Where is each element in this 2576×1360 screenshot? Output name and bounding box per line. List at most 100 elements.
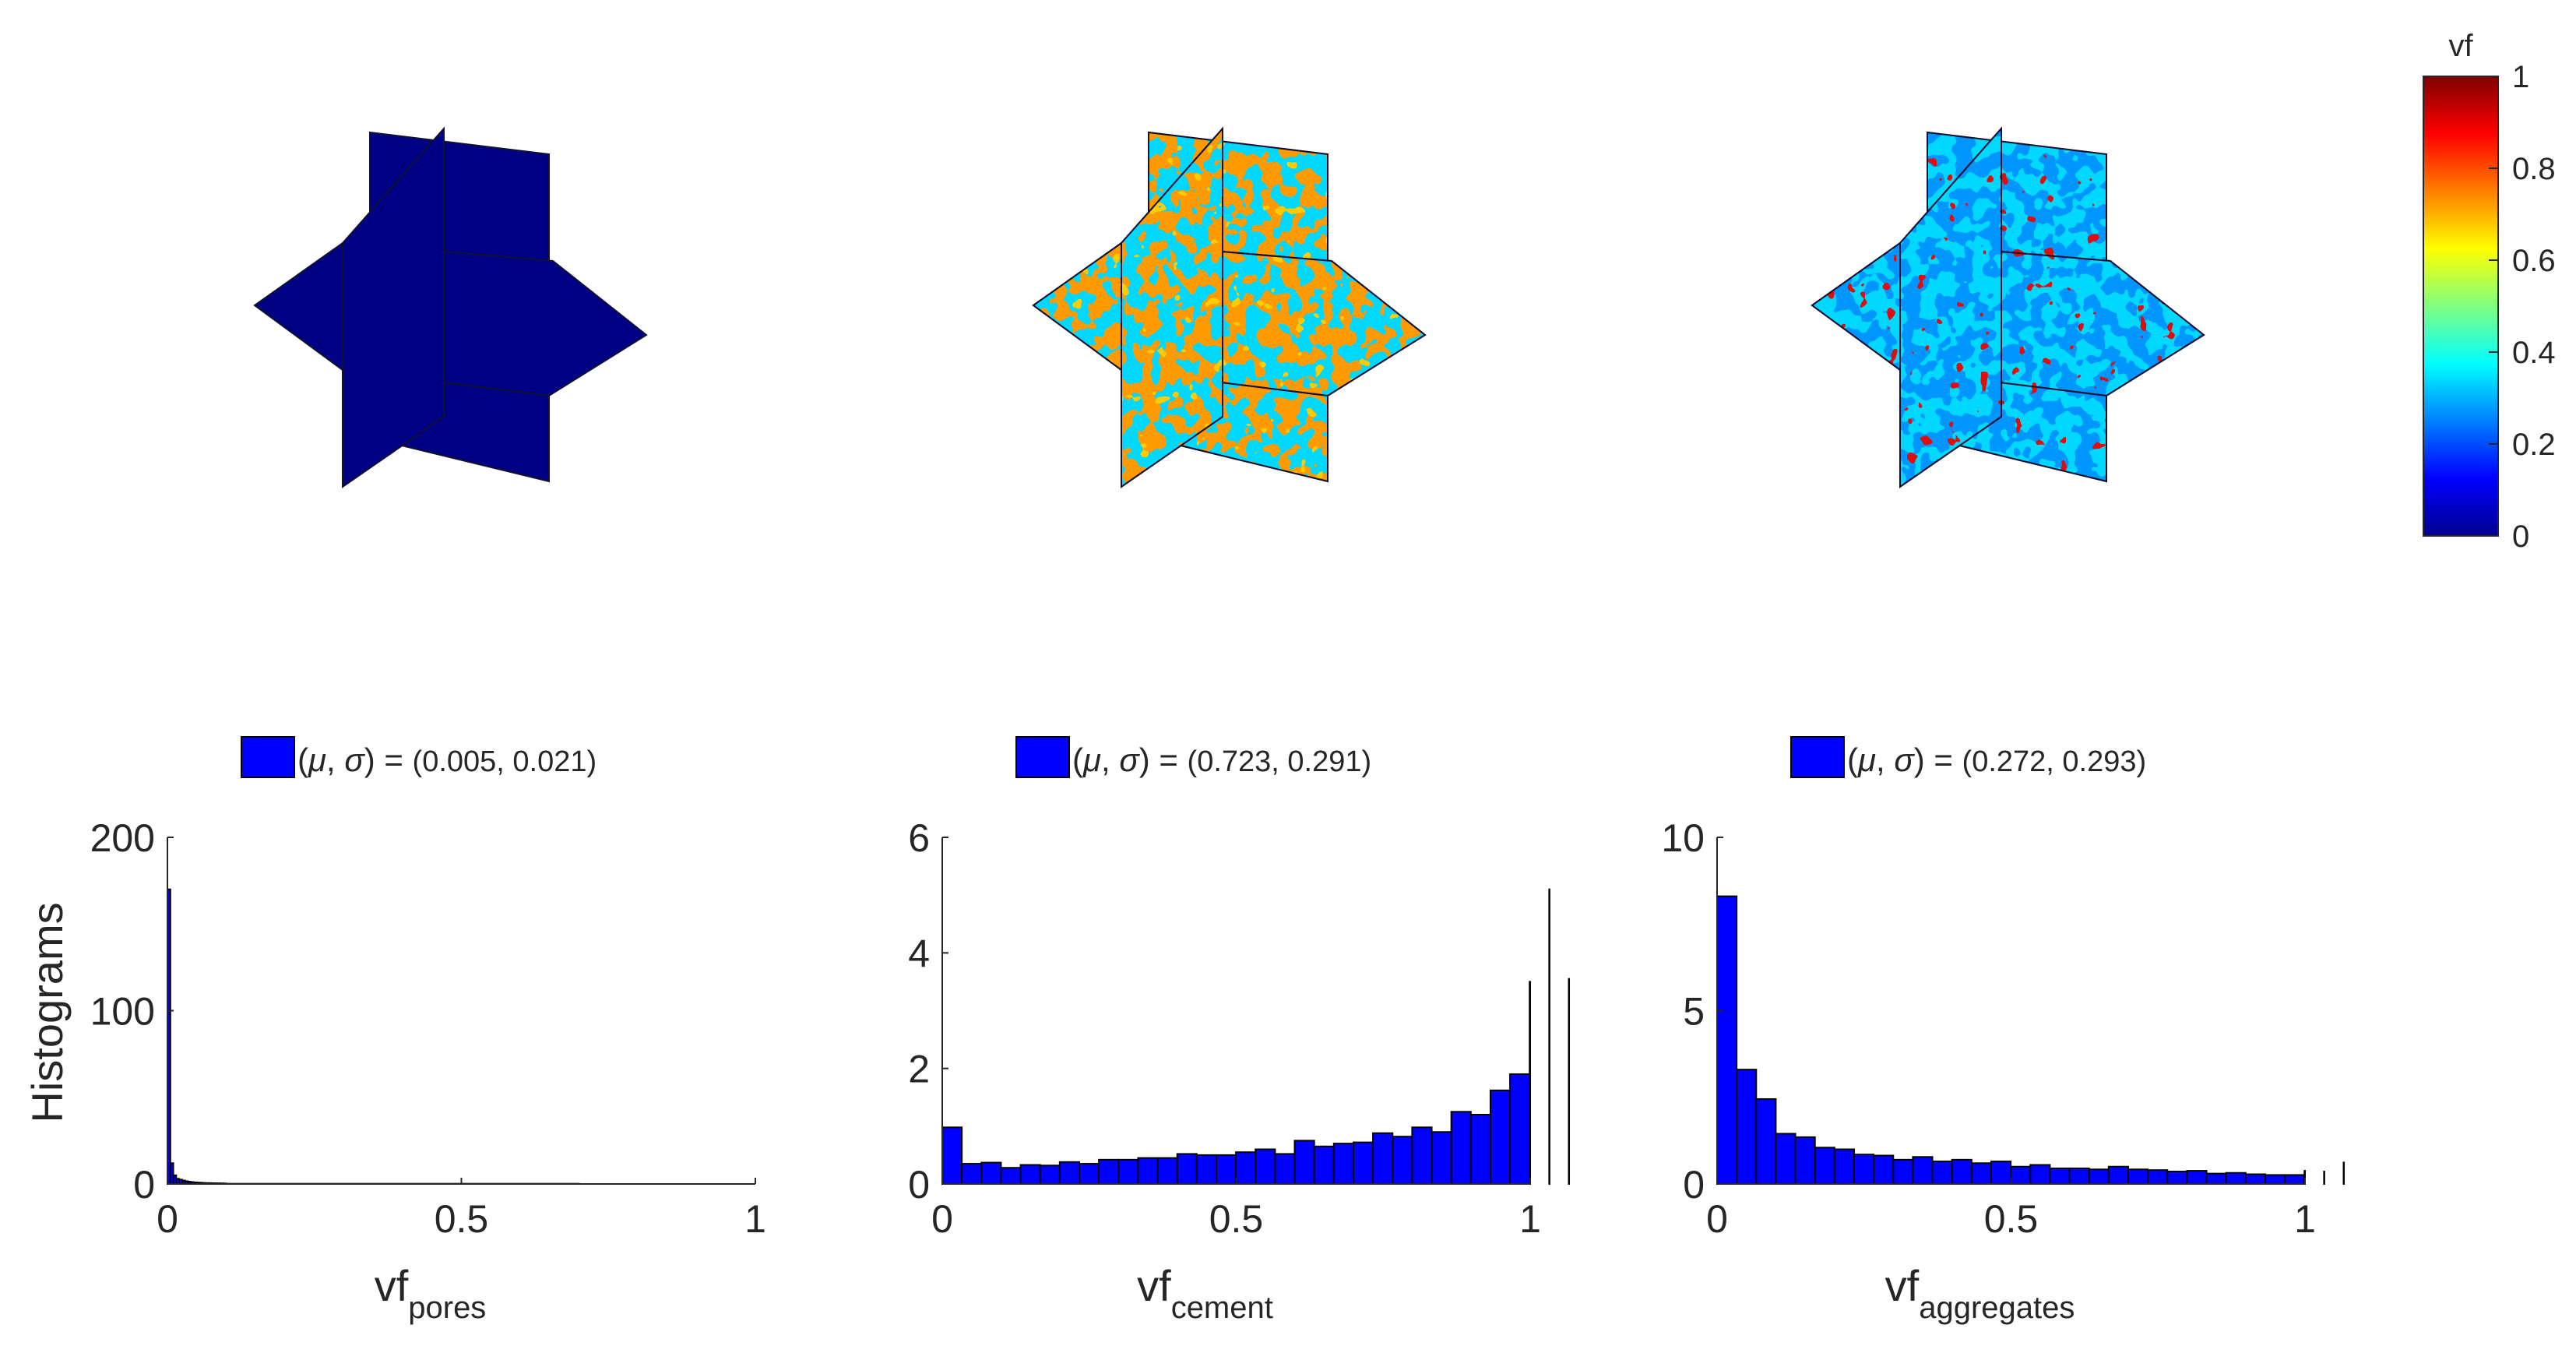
histogram-bar xyxy=(1255,1148,1276,1185)
histogram-bar xyxy=(1548,888,1550,1185)
histogram-bar xyxy=(1058,1161,1080,1185)
histogram-bar xyxy=(1450,1111,1472,1185)
histogram-bar xyxy=(1951,1158,1972,1185)
x-axis-label: vfpores xyxy=(375,1261,487,1325)
histogram-bar xyxy=(1469,1114,1491,1185)
histogram-bar xyxy=(1755,1098,1777,1185)
x-axis-label: vfcement xyxy=(1137,1261,1273,1325)
histogram-bar xyxy=(1098,1158,1120,1185)
y-tick-label: 0 xyxy=(908,1163,930,1207)
histogram-bar xyxy=(1411,1126,1433,1185)
x-tick-label: 0.5 xyxy=(435,1197,489,1241)
y-axis-label: Histograms xyxy=(23,902,72,1122)
colorbar-tick-label: 0.2 xyxy=(2512,428,2556,462)
histogram-bar xyxy=(2264,1174,2286,1186)
histogram-bar xyxy=(1912,1156,1934,1186)
slice-plane xyxy=(342,126,445,488)
colorbar-tick-label: 0 xyxy=(2512,520,2529,554)
legend: (μ, σ) = (0.272, 0.293) xyxy=(1790,736,2146,778)
y-tick-label: 2 xyxy=(908,1048,930,1091)
histogram-bar xyxy=(1892,1158,1914,1185)
colorbar-ticks: 0 0.2 0.4 0.6 0.8 1 xyxy=(2489,60,2556,554)
y-tick-label: 0 xyxy=(133,1163,155,1207)
histogram-bar xyxy=(2107,1165,2129,1185)
x-axis-label: vfaggregates xyxy=(1885,1261,2075,1325)
histogram-bar xyxy=(1509,1073,1531,1186)
histogram-bar xyxy=(2147,1169,2169,1185)
x-tick-label: 1 xyxy=(744,1197,766,1241)
histogram-bar xyxy=(1833,1148,1855,1185)
y-tick-label: 4 xyxy=(908,932,930,975)
histogram-bar xyxy=(1156,1157,1178,1185)
histogram-bar xyxy=(1000,1167,1022,1185)
slice-volumes xyxy=(253,126,2205,488)
histogram-bar xyxy=(1568,978,1571,1186)
colorbar-tick-label: 0.4 xyxy=(2512,336,2556,370)
histogram-bar xyxy=(1235,1151,1257,1186)
histogram-bar xyxy=(2284,1174,2306,1186)
histogram-bar xyxy=(1814,1147,1835,1186)
legend-swatch xyxy=(241,736,295,778)
histogram-bar xyxy=(1736,1069,1758,1186)
x-tick-label: 1 xyxy=(1519,1197,1541,1241)
x-tick-label: 1 xyxy=(2294,1197,2316,1241)
x-tick-label: 0.5 xyxy=(1984,1197,2039,1241)
legend-swatch xyxy=(1790,736,1845,778)
slice-edge xyxy=(1899,126,2002,488)
histogram-bar xyxy=(1274,1153,1296,1186)
histogram-bar xyxy=(1078,1163,1100,1185)
histogram-bar xyxy=(2049,1167,2071,1185)
histogram-bar xyxy=(1195,1154,1217,1185)
histogram-bar xyxy=(1215,1154,1237,1185)
slice-volume xyxy=(253,126,648,488)
histogram-panel: 0 0.5 1 0 2 4 6 vfcement (μ, σ) = (0.723, 0.291) xyxy=(908,736,1571,1325)
histogram-bar xyxy=(1039,1164,1061,1186)
histogram-bar xyxy=(1431,1131,1452,1185)
histogram-bar xyxy=(941,1126,963,1185)
histogram-bar xyxy=(2205,1172,2227,1186)
histogram-bar xyxy=(1019,1164,1041,1186)
legend: (μ, σ) = (0.723, 0.291) xyxy=(1015,736,1371,778)
histogram-bar xyxy=(961,1163,983,1185)
histogram-bar xyxy=(1775,1133,1797,1185)
colorbar-tick-label: 0.6 xyxy=(2512,244,2556,278)
slice-volume xyxy=(1032,126,1427,488)
histogram-bar xyxy=(1293,1140,1315,1185)
histogram-panel: 0 0.5 1 0 100 200 vfpores (μ, σ) = (0.005, 0.02… xyxy=(90,736,766,1325)
colorbar-title: vf xyxy=(2448,29,2473,63)
slice-plane xyxy=(253,241,648,397)
histogram-bar xyxy=(1313,1145,1335,1185)
colorbar-tick-label: 0.8 xyxy=(2512,152,2556,186)
histogram-bar xyxy=(1392,1136,1413,1186)
histogram-bar xyxy=(2186,1170,2208,1185)
histogram-bar xyxy=(1873,1154,1895,1186)
histogram-bar xyxy=(1931,1161,1953,1185)
histogram-bar xyxy=(2342,1161,2345,1186)
histogram-bar xyxy=(1489,1089,1511,1185)
legend-label: (μ, σ) = (0.272, 0.293) xyxy=(1847,742,2146,778)
histogram-bar xyxy=(1117,1158,1139,1185)
colorbar: vf 0 0.2 0.4 0.6 0.8 1 xyxy=(2423,29,2556,554)
x-tick-label: 0 xyxy=(1706,1197,1728,1241)
y-tick-label: 10 xyxy=(1661,816,1705,860)
x-tick-label: 0 xyxy=(931,1197,953,1241)
histogram-bar xyxy=(1990,1161,2012,1185)
histogram-bar xyxy=(1716,895,1738,1186)
x-tick-label: 0.5 xyxy=(1209,1197,1264,1241)
histogram-bar xyxy=(1352,1141,1374,1185)
y-tick-label: 0 xyxy=(1683,1163,1705,1207)
y-tick-label: 100 xyxy=(90,990,155,1034)
histogram-bar xyxy=(1176,1153,1198,1186)
histogram-bar xyxy=(1529,981,1531,1185)
histogram-bar xyxy=(2029,1164,2051,1186)
colorbar-tick-label: 1 xyxy=(2512,60,2529,94)
histogram-bar xyxy=(2127,1168,2149,1186)
y-tick-label: 6 xyxy=(908,816,930,860)
legend-swatch xyxy=(1015,736,1070,778)
histogram-bar xyxy=(1332,1143,1354,1186)
histogram-bar xyxy=(1970,1162,1992,1186)
histogram-bar xyxy=(2010,1165,2032,1185)
histogram-bar xyxy=(1137,1157,1159,1185)
